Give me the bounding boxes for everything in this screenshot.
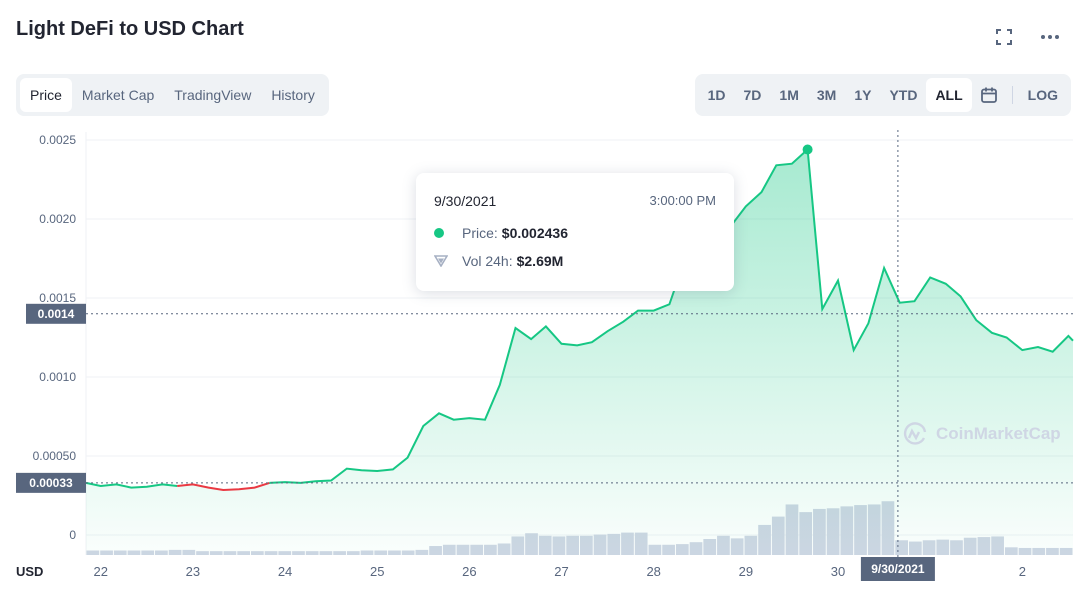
x-tick-label: 29 [739,564,753,579]
more-icon[interactable] [1039,26,1061,48]
y-tick-label: 0.0015 [39,291,76,305]
crosshair-y-label-bg [26,303,86,324]
log-scale-toggle[interactable]: LOG [1027,87,1058,103]
y-tick-label: 0.00050 [33,449,77,463]
reference-label-bg [16,472,86,493]
time-range-selector: 1D 7D 1M 3M 1Y YTD ALL LOG [694,74,1071,116]
price-dot-icon [434,228,444,238]
crosshair-x-label: 9/30/2021 [871,562,925,576]
range-1m[interactable]: 1M [779,87,799,103]
watermark: CoinMarketCap [902,421,1061,447]
y-tick-label: 0.0010 [39,370,76,384]
currency-label: USD [16,564,43,579]
tab-history[interactable]: History [271,87,315,103]
y-tick-label: 0.0020 [39,212,76,226]
header-actions [993,26,1061,48]
page-title: Light DeFi to USD Chart [16,18,244,40]
y-tick-label: 0.0025 [39,133,76,147]
range-3m[interactable]: 3M [816,87,837,103]
range-1d[interactable]: 1D [707,87,726,103]
chart-type-tabs: Price Market Cap TradingView History [16,74,329,116]
calendar-icon[interactable] [972,78,1006,112]
price-line-down [177,481,270,492]
tooltip-volume-row: Vol 24h: $2.69M [434,253,563,269]
range-7d[interactable]: 7D [743,87,762,103]
coinmarketcap-logo-icon [903,422,927,445]
tooltip-price-label: Price: [462,225,498,241]
x-tick-label: 25 [370,564,384,579]
x-tick-label: 2 [1019,564,1026,579]
hover-point [802,144,813,155]
tooltip-price-row: Price: $0.002436 [434,225,568,241]
crosshair-x-label-bg [860,557,935,581]
tooltip-volume-value: $2.69M [516,253,564,269]
x-tick-label: 24 [278,564,292,579]
price-area [86,149,1073,555]
x-tick-label: 26 [462,564,476,579]
watermark-text: CoinMarketCap [936,424,1061,443]
reference-label: 0.00033 [29,476,73,490]
tab-price[interactable]: Price [20,78,72,112]
x-tick-label: 22 [94,564,108,579]
tooltip-time: 3:00:00 PM [649,193,717,208]
y-tick-label: 0 [69,528,76,542]
x-tick-label: 28 [646,564,660,579]
x-tick-label: 30 [831,564,845,579]
tooltip-date: 9/30/2021 [434,193,497,209]
x-tick-label: 27 [554,564,568,579]
range-ytd[interactable]: YTD [889,87,918,103]
range-all[interactable]: ALL [926,78,972,112]
range-divider [1011,86,1013,104]
range-1y[interactable]: 1Y [854,87,872,103]
tab-tradingview[interactable]: TradingView [174,87,252,103]
tooltip-volume-label: Vol 24h: [462,253,513,269]
price-tooltip: 9/30/2021 3:00:00 PM Price: $0.002436 Vo… [416,173,734,291]
tooltip-price-value: $0.002436 [501,225,568,241]
x-tick-label: 23 [186,564,200,579]
volume-icon [434,255,448,267]
price-line-up [85,481,178,489]
fullscreen-icon[interactable] [993,26,1015,48]
tab-market-cap[interactable]: Market Cap [81,87,155,103]
crosshair-y-label: 0.0014 [38,307,75,321]
